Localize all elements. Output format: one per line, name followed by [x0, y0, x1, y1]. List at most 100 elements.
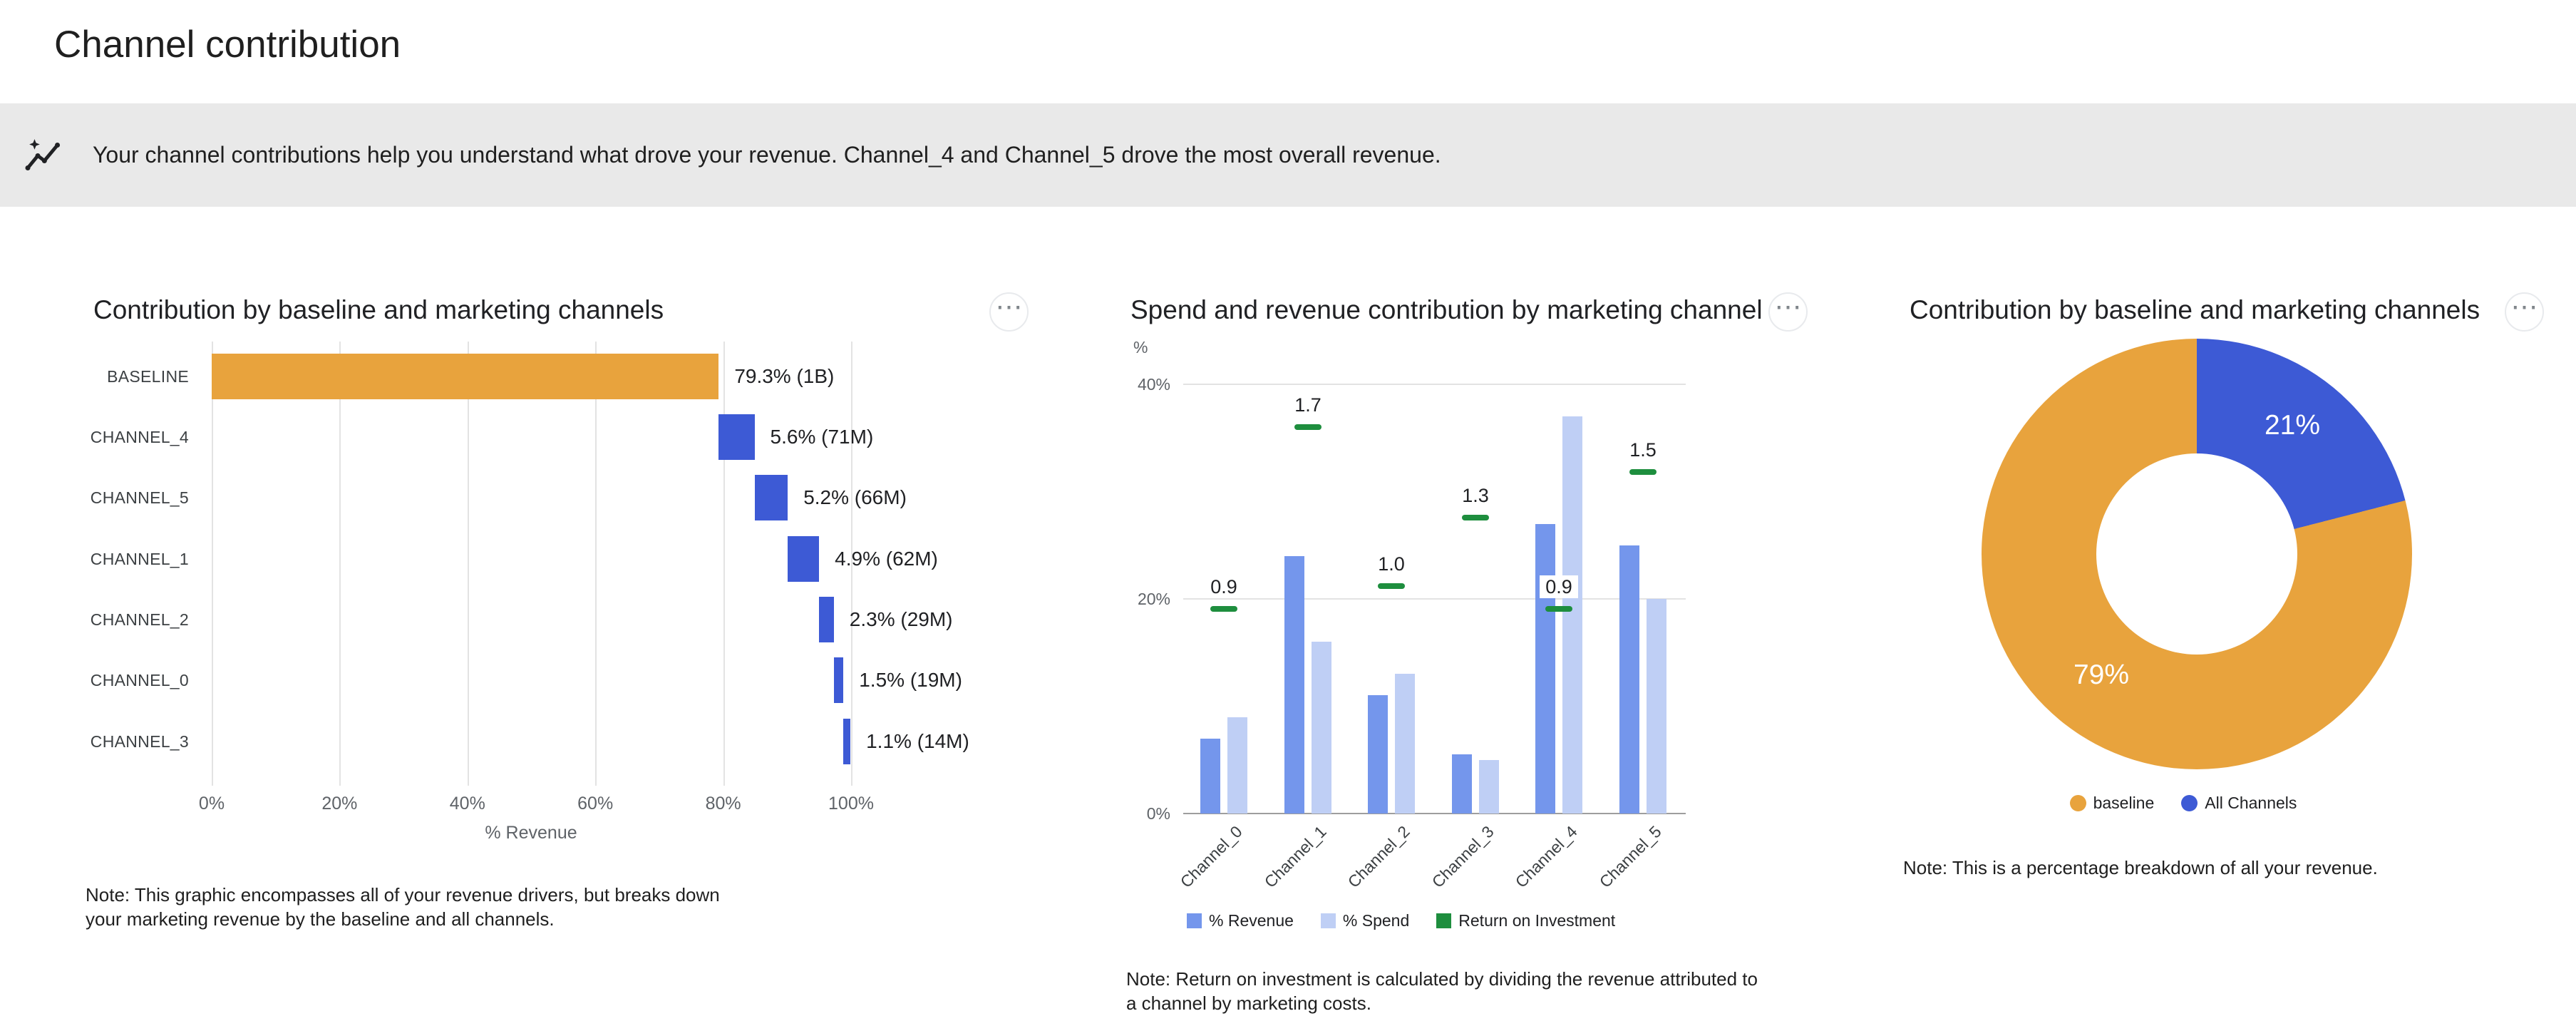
waterfall-chart-card: Contribution by baseline and marketing c… [86, 285, 1034, 998]
roi-marker [1462, 515, 1489, 521]
revenue-bar [1284, 555, 1304, 814]
legend-item-roi: Return on Investment [1436, 911, 1615, 930]
grouped-x-tick: Channel_3 [1428, 822, 1498, 892]
waterfall-chart-note: Note: This graphic encompasses all of yo… [86, 884, 720, 930]
roi-value-label: 1.0 [1349, 552, 1434, 575]
waterfall-gridline [595, 342, 597, 786]
spend-revenue-chart-menu-button[interactable]: ⋯ [1768, 292, 1808, 332]
waterfall-value-label: 1.5% (19M) [859, 669, 962, 691]
grouped-x-axis-line [1183, 813, 1686, 814]
donut-chart: 21% 79% [1982, 339, 2412, 769]
waterfall-x-tick: 20% [321, 794, 358, 814]
grouped-plot: 0% 20% 40% 0.9 Channel_0 1.7 Channel_1 1.0 Chann… [1126, 285, 1810, 1020]
waterfall-bar [819, 597, 834, 642]
page-header: Channel contribution [0, 0, 2576, 103]
grouped-y-tick: 20% [1137, 590, 1170, 608]
waterfall-row-label: CHANNEL_0 [90, 671, 189, 689]
grouped-x-tick: Channel_2 [1344, 822, 1413, 892]
spend-revenue-chart-card: Spend and revenue contribution by market… [1126, 285, 1810, 1020]
grouped-x-tick: Channel_1 [1260, 822, 1330, 892]
spend-bar [1562, 416, 1582, 814]
waterfall-x-tick: 80% [705, 794, 741, 814]
waterfall-gridline [723, 342, 725, 786]
waterfall-value-label: 5.2% (66M) [803, 486, 907, 508]
all-channels-color-dot [2181, 795, 2198, 811]
roi-marker [1545, 605, 1572, 612]
roi-value-text: 1.3 [1456, 484, 1495, 508]
roi-value-text: 0.9 [1540, 575, 1578, 598]
revenue-bar [1200, 738, 1220, 814]
waterfall-value-label: 2.3% (29M) [849, 608, 953, 630]
waterfall-value-label: 5.6% (71M) [770, 426, 874, 448]
legend-label-roi: Return on Investment [1458, 911, 1616, 930]
revenue-bar [1535, 523, 1555, 814]
grouped-y-axis-unit: % [1133, 338, 1148, 356]
roi-value-text: 0.9 [1205, 575, 1243, 598]
waterfall-x-tick: 100% [828, 794, 874, 814]
waterfall-bar [754, 475, 788, 520]
waterfall-row-label: CHANNEL_3 [90, 732, 189, 751]
waterfall-x-tick: 0% [198, 794, 225, 814]
legend-label-spend: % Spend [1342, 911, 1410, 930]
grouped-y-tick: 0% [1146, 804, 1170, 823]
roi-marker [1210, 605, 1237, 612]
more-options-icon: ⋯ [2510, 292, 2538, 322]
legend-label-baseline: baseline [2093, 794, 2155, 812]
more-options-icon: ⋯ [995, 292, 1023, 322]
revenue-color-swatch [1187, 913, 1202, 928]
waterfall-gridline [212, 342, 213, 786]
waterfall-x-axis-label: % Revenue [485, 823, 577, 843]
revenue-bar [1619, 545, 1639, 814]
waterfall-x-tick: 40% [449, 794, 485, 814]
insights-icon [23, 135, 63, 175]
donut-slice-label-baseline: 79% [2073, 660, 2130, 690]
grouped-y-tick: 40% [1137, 375, 1170, 394]
waterfall-bar [718, 414, 755, 460]
waterfall-value-label: 79.3% (1B) [734, 365, 835, 387]
waterfall-x-tick: 60% [577, 794, 614, 814]
roi-value-label: 1.7 [1265, 393, 1351, 416]
waterfall-gridline [339, 342, 341, 786]
donut-chart-title: Contribution by baseline and marketing c… [1910, 295, 2480, 324]
grouped-gridline [1183, 384, 1686, 385]
waterfall-value-label: 4.9% (62M) [835, 548, 938, 570]
waterfall-row-label: CHANNEL_1 [90, 550, 189, 568]
waterfall-value-label: 1.1% (14M) [866, 730, 969, 752]
waterfall-gridline [467, 342, 469, 786]
donut-chart-menu-button[interactable]: ⋯ [2505, 292, 2544, 332]
roi-marker [1629, 469, 1657, 476]
waterfall-bar [212, 354, 719, 399]
spend-revenue-legend: % Revenue % Spend Return on Investment [1187, 911, 1642, 930]
revenue-bar [1452, 754, 1472, 814]
roi-value-label: 0.9 [1181, 575, 1267, 598]
waterfall-plot: 0% 20% 40% 60% 80% 100% BASELINE 79.3% (1B) CHAN… [86, 285, 1034, 998]
spend-bar [1312, 642, 1331, 814]
legend-item-spend: % Spend [1320, 911, 1410, 930]
legend-item-revenue: % Revenue [1187, 911, 1294, 930]
waterfall-row-label: CHANNEL_4 [90, 428, 189, 446]
grouped-x-tick: Channel_4 [1511, 822, 1581, 892]
waterfall-row-label: BASELINE [107, 367, 189, 386]
spend-bar [1227, 717, 1247, 814]
revenue-bar [1368, 695, 1388, 814]
roi-marker [1294, 424, 1322, 430]
insight-banner-text: Your channel contributions help you unde… [93, 142, 1441, 168]
legend-item-all-channels: All Channels [2181, 794, 2297, 813]
roi-value-label: 1.3 [1433, 484, 1518, 508]
legend-label-all-channels: All Channels [2205, 794, 2297, 812]
grouped-x-tick: Channel_5 [1595, 822, 1665, 892]
spend-revenue-chart-note: Note: Return on investment is calculated… [1126, 968, 1758, 1015]
spend-color-swatch [1320, 913, 1336, 928]
waterfall-bar [833, 657, 844, 703]
roi-marker [1378, 583, 1405, 589]
grouped-x-tick: Channel_0 [1176, 822, 1246, 892]
waterfall-chart-title: Contribution by baseline and marketing c… [93, 295, 664, 324]
more-options-icon: ⋯ [1774, 292, 1802, 322]
waterfall-row-label: CHANNEL_2 [90, 610, 189, 629]
spend-revenue-chart-title: Spend and revenue contribution by market… [1130, 295, 1763, 324]
insight-banner: Your channel contributions help you unde… [0, 103, 2576, 207]
donut-legend: baseline All Channels [1983, 794, 2411, 813]
roi-value-label: 0.9 [1516, 575, 1602, 598]
waterfall-chart-menu-button[interactable]: ⋯ [989, 292, 1029, 332]
baseline-color-dot [2069, 795, 2086, 811]
